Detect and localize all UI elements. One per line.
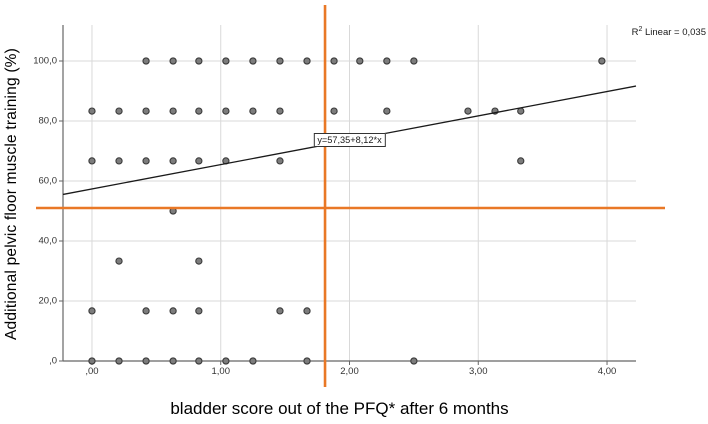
data-point xyxy=(169,107,177,115)
data-point xyxy=(195,107,203,115)
data-point xyxy=(598,57,606,65)
x-tick-label: 4,00 xyxy=(597,366,617,377)
data-point xyxy=(169,307,177,315)
data-point xyxy=(195,57,203,65)
y-tick-label: 60,0 xyxy=(38,175,58,187)
y-tick-label: 80,0 xyxy=(38,115,58,127)
data-point xyxy=(356,57,364,65)
data-point xyxy=(169,357,177,365)
data-point xyxy=(88,357,96,365)
data-point xyxy=(115,257,123,265)
r-squared-superscript: 2 xyxy=(638,26,643,33)
data-point xyxy=(115,357,123,365)
data-point xyxy=(222,57,230,65)
data-point xyxy=(517,157,525,165)
data-point xyxy=(464,107,472,115)
data-point xyxy=(195,257,203,265)
data-point xyxy=(222,107,230,115)
data-point xyxy=(115,107,123,115)
y-tick-label: 20,0 xyxy=(38,295,58,307)
data-point xyxy=(142,357,150,365)
data-point xyxy=(303,357,311,365)
x-tick-label: ,00 xyxy=(85,366,99,377)
r-squared-annotation: R2 Linear = 0,035 xyxy=(632,26,706,38)
data-point xyxy=(115,157,123,165)
data-point xyxy=(195,157,203,165)
data-point xyxy=(303,307,311,315)
data-point xyxy=(383,57,391,65)
data-point xyxy=(276,157,284,165)
data-point xyxy=(195,357,203,365)
x-axis-label: bladder score out of the PFQ* after 6 mo… xyxy=(170,399,509,418)
data-point xyxy=(410,57,418,65)
r-squared-prefix: R xyxy=(631,27,639,39)
regression-equation-label: y=57,35+8,12*x xyxy=(313,133,386,148)
data-point xyxy=(142,107,150,115)
data-point xyxy=(88,107,96,115)
data-point xyxy=(169,57,177,65)
data-point xyxy=(169,157,177,165)
data-point xyxy=(276,307,284,315)
y-axis-label: Additional pelvic floor muscle training … xyxy=(3,47,20,341)
data-point xyxy=(88,307,96,315)
data-point xyxy=(410,357,418,365)
r-squared-text: Linear = 0,035 xyxy=(642,27,706,39)
data-point xyxy=(249,107,257,115)
data-point xyxy=(276,107,284,115)
data-point xyxy=(142,157,150,165)
x-tick-label: 3,00 xyxy=(469,366,488,377)
y-tick-label: 40,0 xyxy=(38,235,58,247)
data-point xyxy=(330,107,338,115)
data-point xyxy=(142,307,150,315)
data-point xyxy=(249,357,257,365)
data-point xyxy=(88,157,96,165)
data-point xyxy=(517,107,525,115)
x-tick-label: 2,00 xyxy=(340,366,359,377)
x-tick-label: 1,00 xyxy=(211,366,230,377)
data-point xyxy=(142,57,150,65)
data-point xyxy=(195,307,203,315)
data-point xyxy=(276,57,284,65)
data-point xyxy=(222,357,230,365)
data-point xyxy=(383,107,391,115)
y-tick-label: ,0 xyxy=(49,355,57,367)
data-point xyxy=(249,57,257,65)
data-point xyxy=(303,57,311,65)
data-point xyxy=(330,57,338,65)
y-tick-label: 100,0 xyxy=(33,55,57,67)
